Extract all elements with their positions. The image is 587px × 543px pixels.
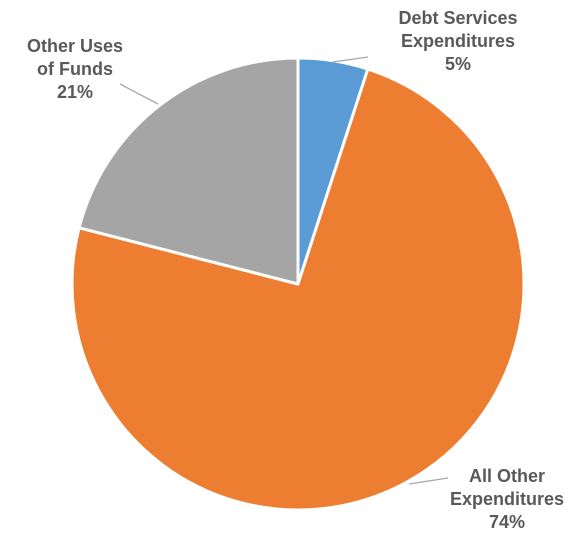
data-label-percent: 74% <box>489 512 525 532</box>
pie-slice-all-other-expenditures <box>70 67 526 512</box>
slices-layer <box>70 56 526 512</box>
leader-line-all-other-expenditures <box>408 477 449 485</box>
data-label-line: of Funds <box>37 59 113 79</box>
data-label-line: All Other <box>469 466 545 486</box>
data-label-line: Debt Services <box>398 8 517 28</box>
data-label-other-uses-of-funds: Other Uses of Funds 21% <box>27 36 123 102</box>
data-label-debt-services-expenditures: Debt Services Expenditures 5% <box>398 8 517 74</box>
leader-lines-layer <box>119 56 449 485</box>
leader-line-debt-services-expenditures <box>332 56 369 63</box>
leader-line-other-uses-of-funds <box>119 83 159 105</box>
data-label-line: Expenditures <box>450 489 564 509</box>
data-label-all-other-expenditures: All Other Expenditures 74% <box>450 466 564 532</box>
pie-slice-other-uses-of-funds <box>77 56 300 286</box>
data-label-percent: 5% <box>445 54 471 74</box>
data-label-percent: 21% <box>57 82 93 102</box>
data-label-line: Expenditures <box>401 31 515 51</box>
data-labels-layer: Debt Services Expenditures 5% All Other Expe… <box>27 8 564 532</box>
data-label-line: Other Uses <box>27 36 123 56</box>
